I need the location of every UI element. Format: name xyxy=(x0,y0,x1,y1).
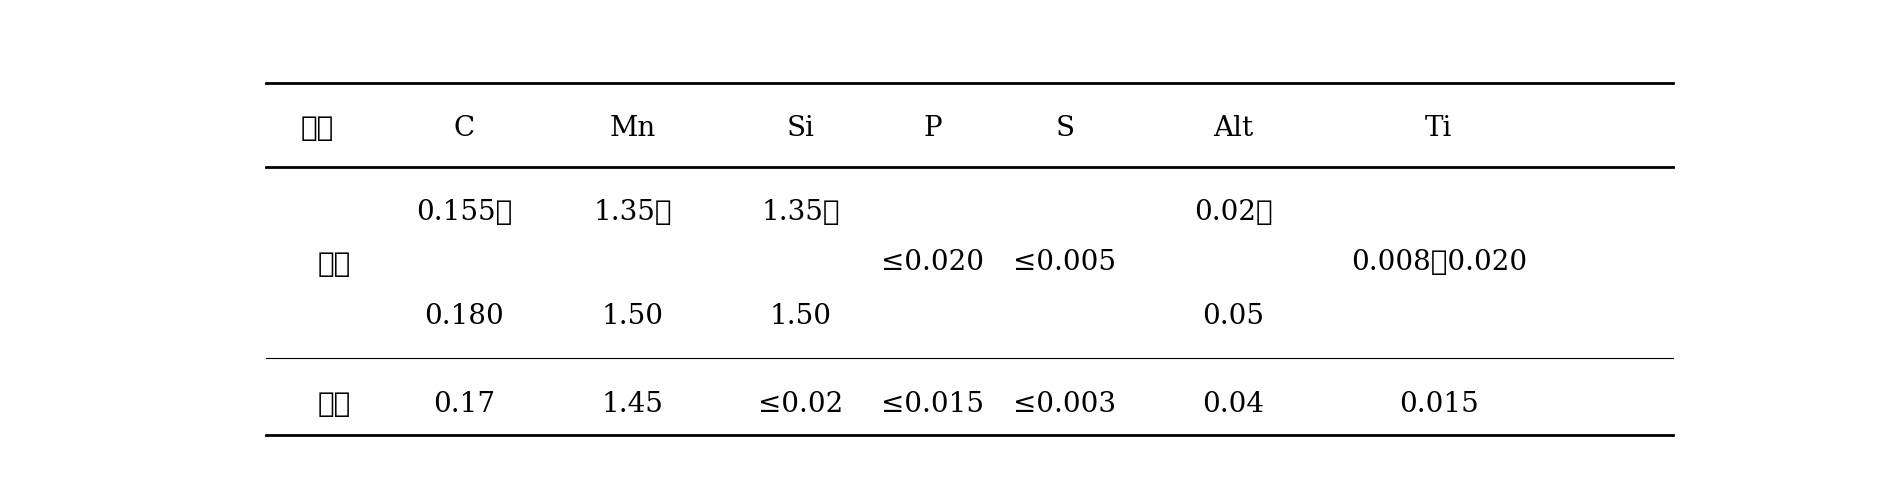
Text: 内控: 内控 xyxy=(318,251,350,278)
Text: Si: Si xyxy=(787,115,815,142)
Text: 1.45: 1.45 xyxy=(602,391,664,417)
Text: 1.35～: 1.35～ xyxy=(762,199,840,226)
Text: 0.04: 0.04 xyxy=(1203,391,1264,417)
Text: 0.155～: 0.155～ xyxy=(416,199,513,226)
Text: 目标: 目标 xyxy=(318,391,350,417)
Text: 0.17: 0.17 xyxy=(433,391,496,417)
Text: C: C xyxy=(454,115,475,142)
Text: Alt: Alt xyxy=(1213,115,1254,142)
Text: S: S xyxy=(1056,115,1075,142)
Text: 成分: 成分 xyxy=(301,115,333,142)
Text: P: P xyxy=(923,115,942,142)
Text: ≤0.02: ≤0.02 xyxy=(759,391,844,417)
Text: 0.008～0.020: 0.008～0.020 xyxy=(1351,249,1527,276)
Text: 0.180: 0.180 xyxy=(424,303,503,330)
Text: 0.015: 0.015 xyxy=(1398,391,1480,417)
Text: Mn: Mn xyxy=(609,115,655,142)
Text: 0.02～: 0.02～ xyxy=(1194,199,1273,226)
Text: 0.05: 0.05 xyxy=(1203,303,1264,330)
Text: ≤0.020: ≤0.020 xyxy=(882,249,984,276)
Text: ≤0.005: ≤0.005 xyxy=(1014,249,1116,276)
Text: 1.50: 1.50 xyxy=(602,303,664,330)
Text: ≤0.015: ≤0.015 xyxy=(882,391,984,417)
Text: ≤0.003: ≤0.003 xyxy=(1014,391,1116,417)
Text: 1.50: 1.50 xyxy=(770,303,832,330)
Text: Ti: Ti xyxy=(1425,115,1453,142)
Text: 1.35～: 1.35～ xyxy=(594,199,672,226)
